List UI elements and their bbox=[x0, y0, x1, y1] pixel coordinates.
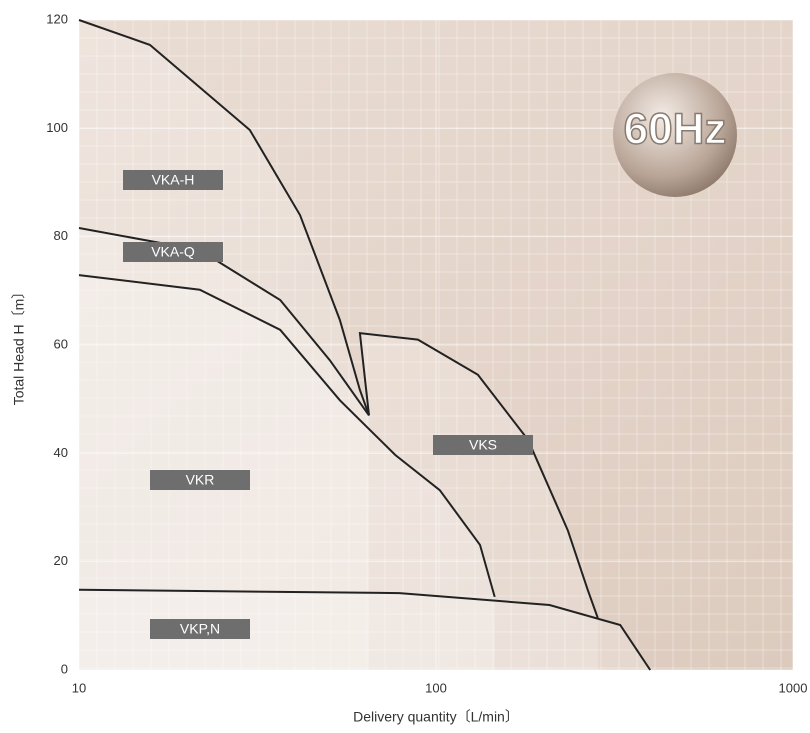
region-tag bbox=[150, 470, 250, 490]
region-fill bbox=[79, 589, 651, 670]
y-tick-label: 0 bbox=[61, 661, 68, 676]
region-label: VKR bbox=[186, 472, 215, 488]
region-label: VKP,N bbox=[180, 621, 220, 637]
region-tag bbox=[433, 435, 533, 455]
region-label: VKA-H bbox=[152, 172, 195, 188]
region-fill bbox=[79, 275, 495, 670]
x-tick-label: 100 bbox=[425, 680, 447, 695]
boundary-line bbox=[358, 331, 599, 619]
x-axis-title: Delivery quantity〔L/min〕 bbox=[353, 709, 519, 725]
x-tick-label: 1000 bbox=[779, 680, 808, 695]
region-tag bbox=[150, 619, 250, 639]
boundary-line bbox=[78, 274, 496, 598]
annotation: 60Hz bbox=[624, 105, 727, 154]
y-tick-label: 40 bbox=[54, 445, 68, 460]
y-axis-title: Total Head H〔m〕 bbox=[11, 285, 27, 406]
region-fill bbox=[79, 228, 369, 670]
y-tick-label: 80 bbox=[54, 228, 68, 243]
y-tick-label: 100 bbox=[46, 120, 68, 135]
y-tick-label: 120 bbox=[46, 11, 68, 26]
sphere bbox=[613, 73, 737, 197]
region-label: VKS bbox=[469, 437, 497, 453]
boundary-line bbox=[78, 19, 370, 416]
boundary-line bbox=[78, 588, 652, 671]
region-label: VKA-Q bbox=[151, 244, 195, 260]
x-tick-label: 10 bbox=[72, 680, 86, 695]
region-fill bbox=[359, 333, 598, 670]
y-tick-label: 20 bbox=[54, 553, 68, 568]
y-tick-label: 60 bbox=[54, 336, 68, 351]
region-tag bbox=[123, 242, 223, 262]
region-tag bbox=[123, 170, 223, 190]
